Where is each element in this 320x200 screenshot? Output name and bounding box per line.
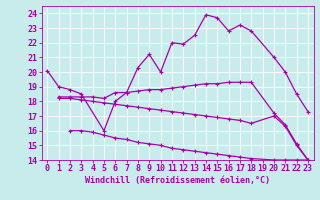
X-axis label: Windchill (Refroidissement éolien,°C): Windchill (Refroidissement éolien,°C) (85, 176, 270, 185)
